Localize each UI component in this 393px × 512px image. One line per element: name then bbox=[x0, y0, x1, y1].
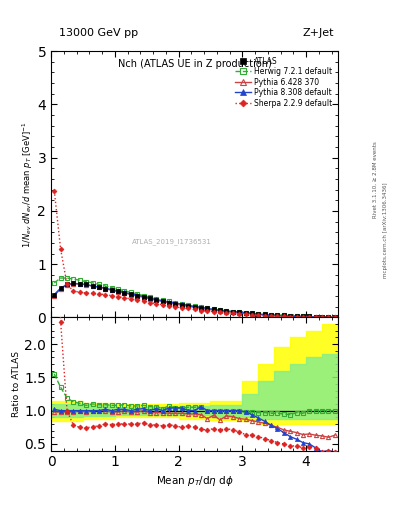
Text: Z+Jet: Z+Jet bbox=[303, 28, 334, 38]
Text: ATLAS_2019_I1736531: ATLAS_2019_I1736531 bbox=[132, 238, 211, 245]
Y-axis label: $1/N_{ev}\ dN_{ev}/d\ \mathrm{mean}\ p_T\ [\mathrm{GeV}]^{-1}$: $1/N_{ev}\ dN_{ev}/d\ \mathrm{mean}\ p_T… bbox=[20, 121, 35, 248]
Y-axis label: Ratio to ATLAS: Ratio to ATLAS bbox=[13, 351, 22, 417]
Text: mcplots.cern.ch [arXiv:1306.3436]: mcplots.cern.ch [arXiv:1306.3436] bbox=[383, 183, 387, 278]
X-axis label: Mean $p_T$/d$\eta$ d$\phi$: Mean $p_T$/d$\eta$ d$\phi$ bbox=[156, 474, 233, 487]
Legend: ATLAS, Herwig 7.2.1 default, Pythia 6.428 370, Pythia 8.308 default, Sherpa 2.2.: ATLAS, Herwig 7.2.1 default, Pythia 6.42… bbox=[233, 55, 334, 109]
Text: Rivet 3.1.10, ≥ 2.8M events: Rivet 3.1.10, ≥ 2.8M events bbox=[373, 141, 378, 218]
Text: Nch (ATLAS UE in Z production): Nch (ATLAS UE in Z production) bbox=[118, 59, 272, 69]
Text: 13000 GeV pp: 13000 GeV pp bbox=[59, 28, 138, 38]
